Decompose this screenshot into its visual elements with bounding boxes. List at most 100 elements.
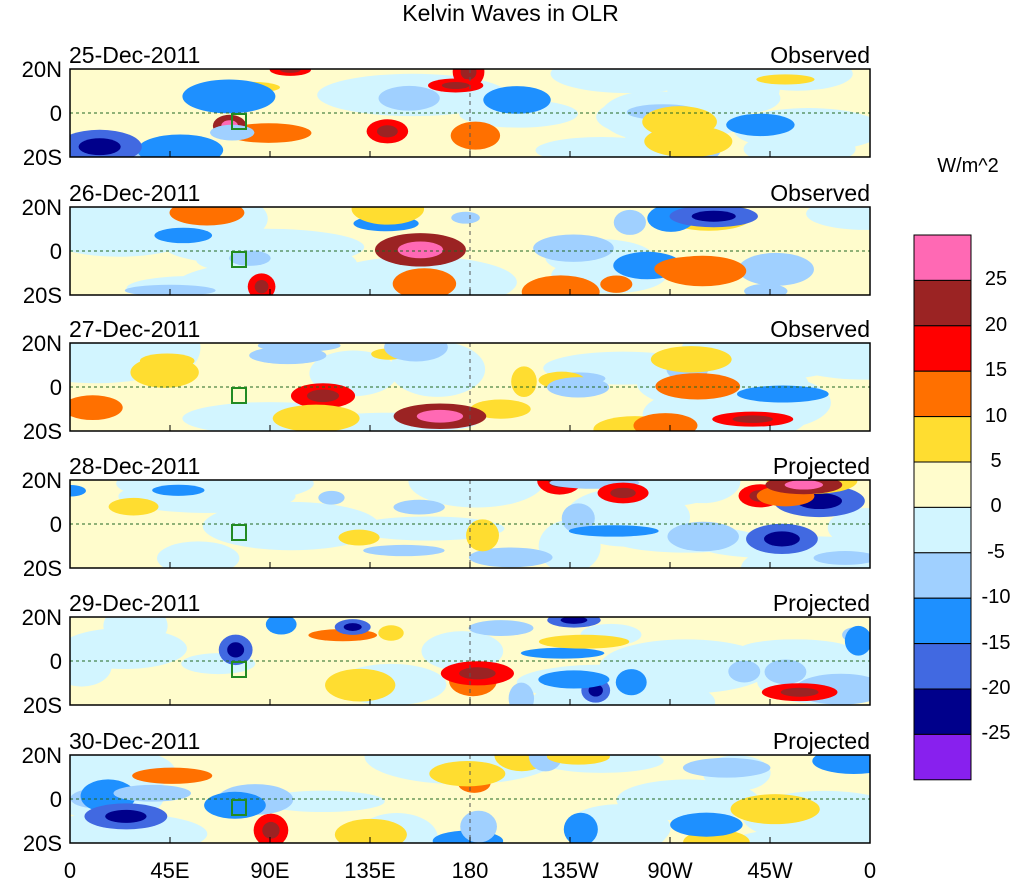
anomaly-contour — [393, 499, 445, 515]
anomaly-contour — [744, 283, 788, 295]
anomaly-contour — [152, 484, 205, 496]
y-tick-label: 0 — [49, 239, 62, 264]
anomaly-contour — [780, 687, 819, 697]
y-tick-label: 20S — [22, 831, 62, 856]
anomaly-contour — [670, 812, 743, 837]
anomaly-contour — [460, 810, 497, 843]
anomaly-contour — [70, 207, 133, 220]
anomaly-contour — [738, 252, 814, 286]
anomaly-contour — [249, 346, 327, 365]
x-tick-label: 45W — [747, 858, 793, 883]
anomaly-contour — [70, 628, 187, 670]
anomaly-contour — [132, 767, 213, 784]
colorbar-label: 20 — [984, 313, 1008, 336]
anomaly-contour — [568, 525, 659, 537]
colorbar-swatch — [913, 597, 972, 645]
anomaly-contour — [343, 623, 362, 631]
anomaly-contour — [658, 255, 747, 287]
anomaly-contour — [806, 207, 870, 230]
anomaly-contour — [70, 207, 206, 257]
anomaly-contour — [105, 809, 147, 823]
anomaly-contour — [70, 395, 123, 421]
panel-status: Observed — [770, 42, 870, 68]
anomaly-contour — [538, 670, 610, 689]
anomaly-contour — [334, 818, 407, 843]
y-tick-label: 20N — [21, 331, 62, 356]
anomaly-contour — [511, 366, 537, 398]
anomaly-contour — [535, 137, 668, 157]
anomaly-contour — [392, 268, 457, 295]
x-tick-label: 0 — [63, 858, 77, 883]
anomaly-contour — [262, 821, 280, 839]
anomaly-contour — [741, 69, 853, 91]
colorbar-label: 0 — [990, 495, 1002, 518]
anomaly-contour — [508, 682, 535, 705]
colorbar-swatch — [913, 370, 972, 418]
panel-date: 25-Dec-2011 — [69, 42, 201, 68]
panel-date: 29-Dec-2011 — [69, 590, 201, 616]
anomaly-contour — [70, 485, 86, 497]
anomaly-contour — [254, 280, 269, 294]
y-tick-label: 20S — [22, 419, 62, 444]
colorbar-swatch — [913, 325, 972, 372]
colorbar-label: -5 — [987, 540, 1005, 563]
anomaly-contour — [699, 82, 781, 115]
y-tick-label: 0 — [49, 787, 62, 812]
panel-status: Observed — [770, 316, 870, 342]
colorbar-label: -25 — [981, 722, 1011, 745]
anomaly-contour — [139, 353, 195, 369]
anomaly-contour — [229, 250, 271, 266]
anomaly-contour — [764, 659, 807, 685]
anomaly-contour — [827, 508, 870, 548]
colorbar-label: -10 — [981, 586, 1011, 609]
anomaly-contour — [546, 755, 610, 765]
region-box — [231, 251, 247, 268]
anomaly-contour — [633, 413, 698, 431]
anomaly-contour — [547, 377, 610, 398]
panel-status: Projected — [772, 728, 870, 754]
colorbar-label: 10 — [984, 404, 1008, 427]
panel-date: 26-Dec-2011 — [69, 180, 201, 206]
anomaly-contour — [378, 85, 440, 111]
anomaly-contour — [306, 389, 340, 403]
anomaly-contour — [560, 617, 588, 624]
anomaly-contour — [154, 227, 213, 244]
anomaly-contour — [655, 373, 741, 400]
anomaly-contour — [615, 669, 647, 696]
colorbar-label: -20 — [981, 677, 1011, 699]
anomaly-contour — [593, 810, 668, 843]
y-tick-label: 20N — [21, 605, 62, 630]
anomaly-contour — [279, 69, 301, 73]
anomaly-contour — [325, 668, 396, 702]
map-panel — [70, 480, 870, 568]
y-tick-label: 0 — [49, 512, 62, 537]
colorbar-swatch — [913, 461, 972, 508]
y-tick-label: 0 — [49, 375, 62, 400]
anomaly-contour — [450, 121, 501, 150]
anomaly-contour — [451, 211, 480, 224]
y-tick-label: 20N — [21, 468, 62, 493]
anomaly-contour — [613, 209, 646, 235]
anomaly-contour — [691, 210, 736, 222]
colorbar-units: W/m^2 — [937, 155, 999, 177]
anomaly-contour — [441, 81, 470, 89]
y-tick-label: 0 — [49, 101, 62, 126]
anomaly-contour — [650, 346, 732, 373]
x-tick-label: 45E — [150, 858, 190, 883]
anomaly-contour — [538, 634, 630, 649]
anomaly-contour — [588, 684, 603, 697]
map-panel — [70, 617, 870, 705]
anomaly-contour — [182, 79, 276, 114]
colorbar-swatch — [913, 733, 972, 781]
anomaly-contour — [351, 207, 425, 225]
colorbar-swatch — [913, 552, 972, 599]
x-tick-label: 180 — [451, 858, 489, 883]
anomaly-contour — [416, 409, 464, 423]
region-box — [231, 113, 247, 130]
anomaly-contour — [730, 794, 820, 825]
anomaly-contour — [728, 660, 761, 683]
anomaly-contour — [642, 106, 717, 138]
anomaly-contour — [732, 415, 773, 423]
panel-date: 27-Dec-2011 — [69, 316, 201, 342]
